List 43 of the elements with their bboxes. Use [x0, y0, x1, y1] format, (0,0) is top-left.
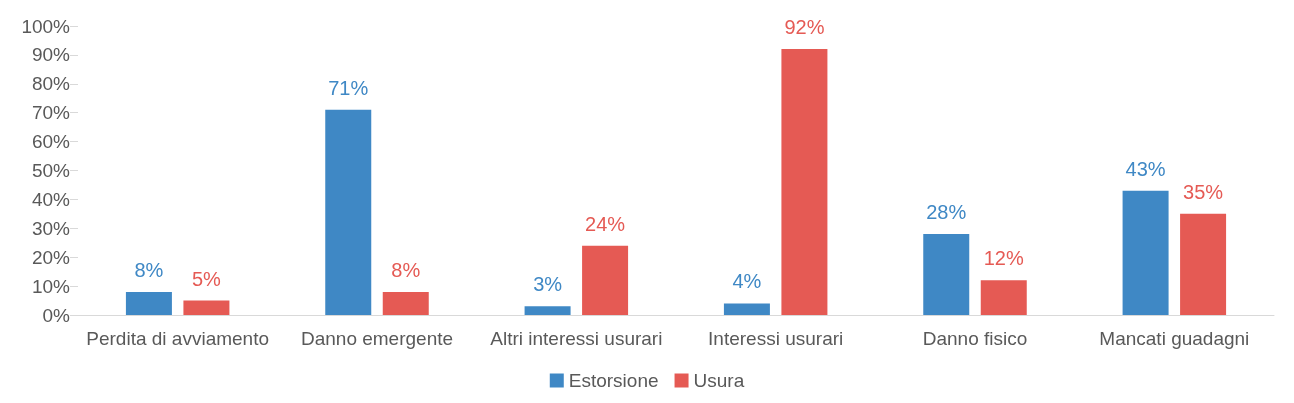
- legend-label: Estorsione: [568, 370, 659, 391]
- data-label: 8%: [134, 258, 164, 281]
- bar: [923, 234, 970, 315]
- data-label: 4%: [732, 270, 762, 293]
- x-tick-label: Mancati guadagni: [1099, 327, 1250, 349]
- data-label: 12%: [983, 247, 1024, 270]
- y-tick-label: 100%: [21, 15, 71, 37]
- data-label: 24%: [585, 212, 626, 235]
- x-tick-label: Perdita di avviamento: [86, 327, 270, 349]
- data-label: 8%: [391, 258, 421, 281]
- bar: [582, 245, 629, 315]
- bar: [524, 306, 571, 315]
- data-label: 92%: [784, 16, 825, 39]
- data-label: 71%: [328, 76, 369, 99]
- data-label: 28%: [926, 201, 967, 224]
- bar: [125, 291, 172, 315]
- bar: [781, 49, 828, 315]
- bar: [382, 291, 429, 315]
- data-label: 35%: [1183, 180, 1224, 203]
- x-tick-label: Altri interessi usurari: [490, 327, 663, 349]
- y-tick-label: 70%: [31, 102, 71, 124]
- data-label: 43%: [1125, 157, 1166, 180]
- y-tick-label: 40%: [31, 188, 71, 210]
- y-tick-label: 80%: [31, 73, 71, 95]
- x-tick-label: Danno fisico: [922, 327, 1028, 349]
- bar: [325, 109, 372, 315]
- y-tick-label: 20%: [31, 246, 71, 268]
- y-tick-label: 60%: [31, 131, 71, 153]
- legend-label: Usura: [693, 370, 745, 391]
- bar: [980, 280, 1027, 315]
- bar: [1122, 190, 1169, 315]
- y-tick-label: 30%: [31, 217, 71, 239]
- y-tick-label: 0%: [42, 304, 71, 326]
- bar: [183, 300, 230, 315]
- y-tick-label: 10%: [31, 275, 71, 297]
- bar: [1180, 213, 1227, 315]
- bar: [723, 303, 770, 315]
- data-label: 5%: [191, 267, 222, 290]
- x-tick-label: Interessi usurari: [708, 327, 844, 349]
- y-tick-label: 90%: [31, 44, 71, 66]
- y-tick-label: 50%: [31, 160, 71, 181]
- x-tick-label: Danno emergente: [300, 327, 454, 349]
- data-label: 3%: [533, 273, 563, 296]
